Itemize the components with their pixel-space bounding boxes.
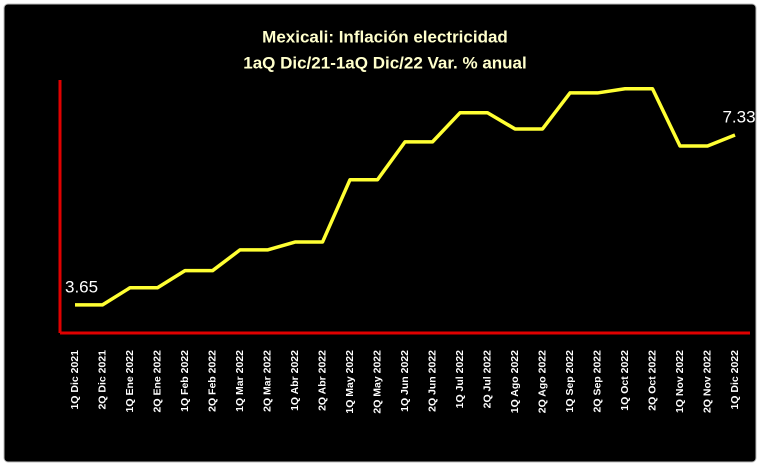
x-tick-label: 1Q Abr 2022: [289, 350, 301, 411]
x-tick-label: 2Q Dic 2021: [96, 350, 108, 410]
x-tick-label: 2Q Abr 2022: [316, 350, 328, 411]
chart-subtitle: 1aQ Dic/21-1aQ Dic/22 Var. % anual: [243, 53, 527, 72]
x-tick-label: 2Q Sep 2022: [591, 350, 603, 413]
x-tick-label: 1Q Sep 2022: [564, 350, 576, 413]
x-tick-label: 2Q Ene 2022: [151, 350, 163, 413]
data-label: 3.65: [65, 277, 98, 296]
x-tick-label: 1Q Ago 2022: [509, 350, 521, 413]
chart-background: [3, 3, 757, 463]
x-tick-label: 1Q Dic 2021: [69, 350, 81, 410]
x-tick-label: 1Q Ene 2022: [124, 350, 136, 413]
x-tick-label: 1Q Oct 2022: [619, 350, 631, 411]
x-tick-label: 1Q Nov 2022: [674, 350, 686, 413]
x-tick-label: 2Q Jul 2022: [481, 350, 493, 409]
x-tick-label: 2Q Ago 2022: [536, 350, 548, 413]
x-tick-label: 1Q Mar 2022: [234, 350, 246, 412]
x-tick-label: 2Q Jun 2022: [426, 350, 438, 412]
x-tick-label: 2Q Feb 2022: [206, 350, 218, 412]
x-tick-label: 2Q Oct 2022: [646, 350, 658, 411]
x-tick-label: 1Q Jun 2022: [399, 350, 411, 412]
x-tick-label: 2Q Mar 2022: [261, 350, 273, 412]
data-line: [75, 87, 736, 307]
x-tick-label: 1Q Jul 2022: [454, 350, 466, 409]
x-tick-label: 1Q Dic 2022: [729, 350, 741, 410]
x-tick-label: 1Q Feb 2022: [179, 350, 191, 412]
x-tick-label: 1Q May 2022: [344, 350, 356, 414]
x-tick-label: 2Q May 2022: [371, 350, 383, 414]
data-label: 7.33: [722, 107, 755, 126]
chart-title: Mexicali: Inflación electricidad: [262, 27, 508, 46]
x-tick-label: 2Q Nov 2022: [701, 350, 713, 413]
